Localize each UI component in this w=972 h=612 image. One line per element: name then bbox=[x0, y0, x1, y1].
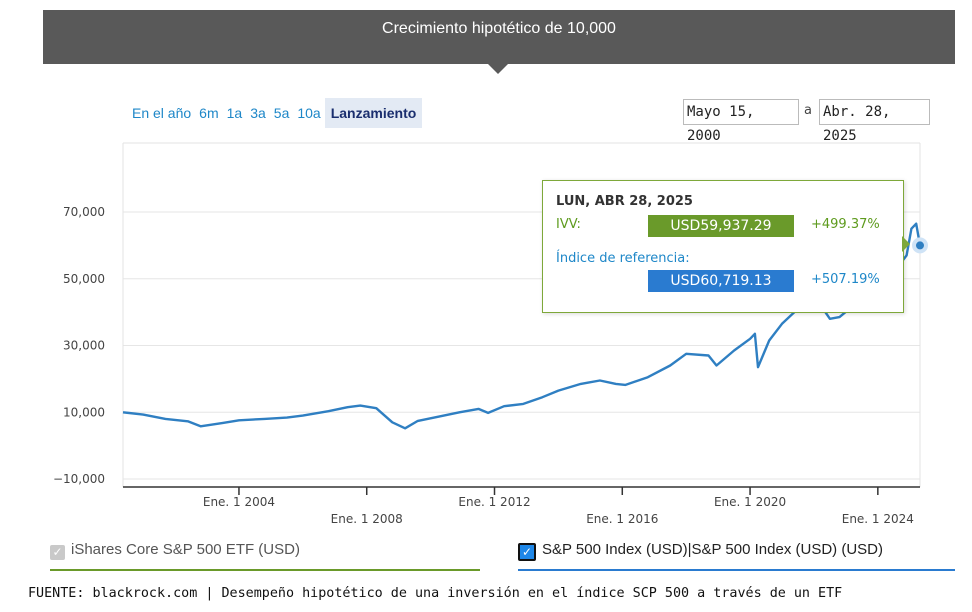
range-6m-button[interactable]: 6m bbox=[199, 105, 219, 121]
x-tick-label: Ene. 1 2004 bbox=[203, 495, 275, 509]
tooltip-ivv-label: IVV: bbox=[556, 217, 581, 232]
y-tick-label: 10,000 bbox=[63, 405, 105, 419]
index-checkbox[interactable]: ✓ bbox=[518, 543, 536, 561]
series-line bbox=[122, 222, 922, 430]
x-tick-label: Ene. 1 2024 bbox=[842, 512, 914, 526]
legend-index[interactable]: ✓ S&P 500 Index (USD)|S&P 500 Index (USD)… bbox=[518, 541, 955, 571]
range-5y-button[interactable]: 5a bbox=[273, 105, 290, 121]
y-tick-label: 30,000 bbox=[63, 339, 105, 353]
hover-point[interactable] bbox=[912, 237, 928, 254]
chart-banner: Crecimiento hipotético de 10,000 bbox=[43, 10, 955, 64]
range-selector: En el año 6m 1a 3a 5a 10a Lanzamiento bbox=[128, 98, 423, 128]
range-launch-button[interactable]: Lanzamiento bbox=[324, 98, 423, 128]
x-tick-label: Ene. 1 2008 bbox=[331, 512, 403, 526]
y-axis-ticks: 70,000 50,000 30,000 10,000 −10,000 bbox=[53, 205, 105, 486]
range-3y-button[interactable]: 3a bbox=[250, 105, 266, 121]
range-10y-button[interactable]: 10a bbox=[297, 105, 321, 121]
x-tick-label: Ene. 1 2012 bbox=[458, 495, 530, 509]
source-note: FUENTE: blackrock.com | Desempeño hipoté… bbox=[28, 586, 843, 601]
ivv-checkbox[interactable]: ✓ bbox=[50, 545, 65, 560]
legend-ivv[interactable]: ✓ iShares Core S&P 500 ETF (USD) bbox=[50, 541, 480, 571]
date-separator: a bbox=[804, 103, 812, 118]
tooltip-ivv-percent: +499.37% bbox=[811, 217, 880, 232]
tooltip: LUN, ABR 28, 2025 IVV: USD59,937.29 +499… bbox=[542, 180, 904, 313]
tooltip-pointer bbox=[902, 236, 910, 252]
y-tick-label: −10,000 bbox=[53, 472, 105, 486]
legend-ivv-label: iShares Core S&P 500 ETF (USD) bbox=[71, 541, 300, 558]
start-date-input[interactable]: Mayo 15, 2000 bbox=[683, 99, 799, 144]
tooltip-index-label: Índice de referencia: bbox=[556, 251, 690, 266]
x-tick-label: Ene. 1 2020 bbox=[714, 495, 786, 509]
x-axis-ticks: Ene. 1 2004 Ene. 1 2008 Ene. 1 2012 Ene. 1 … bbox=[203, 487, 914, 526]
range-1y-button[interactable]: 1a bbox=[226, 105, 243, 121]
x-tick-label: Ene. 1 2016 bbox=[586, 512, 658, 526]
tooltip-index-value: USD60,719.13 bbox=[648, 270, 794, 292]
tooltip-date: LUN, ABR 28, 2025 bbox=[556, 194, 693, 209]
chart-title: Crecimiento hipotético de 10,000 bbox=[382, 20, 616, 37]
end-date-input[interactable]: Abr. 28, 2025 bbox=[819, 99, 930, 144]
y-tick-label: 50,000 bbox=[63, 272, 105, 286]
axes bbox=[122, 142, 921, 488]
tooltip-index-percent: +507.19% bbox=[811, 272, 880, 287]
tooltip-ivv-value: USD59,937.29 bbox=[648, 215, 794, 237]
legend-index-label: S&P 500 Index (USD)|S&P 500 Index (USD) … bbox=[542, 541, 883, 558]
banner-arrow bbox=[488, 64, 508, 74]
y-tick-label: 70,000 bbox=[63, 205, 105, 219]
range-ytd-button[interactable]: En el año bbox=[132, 105, 192, 121]
